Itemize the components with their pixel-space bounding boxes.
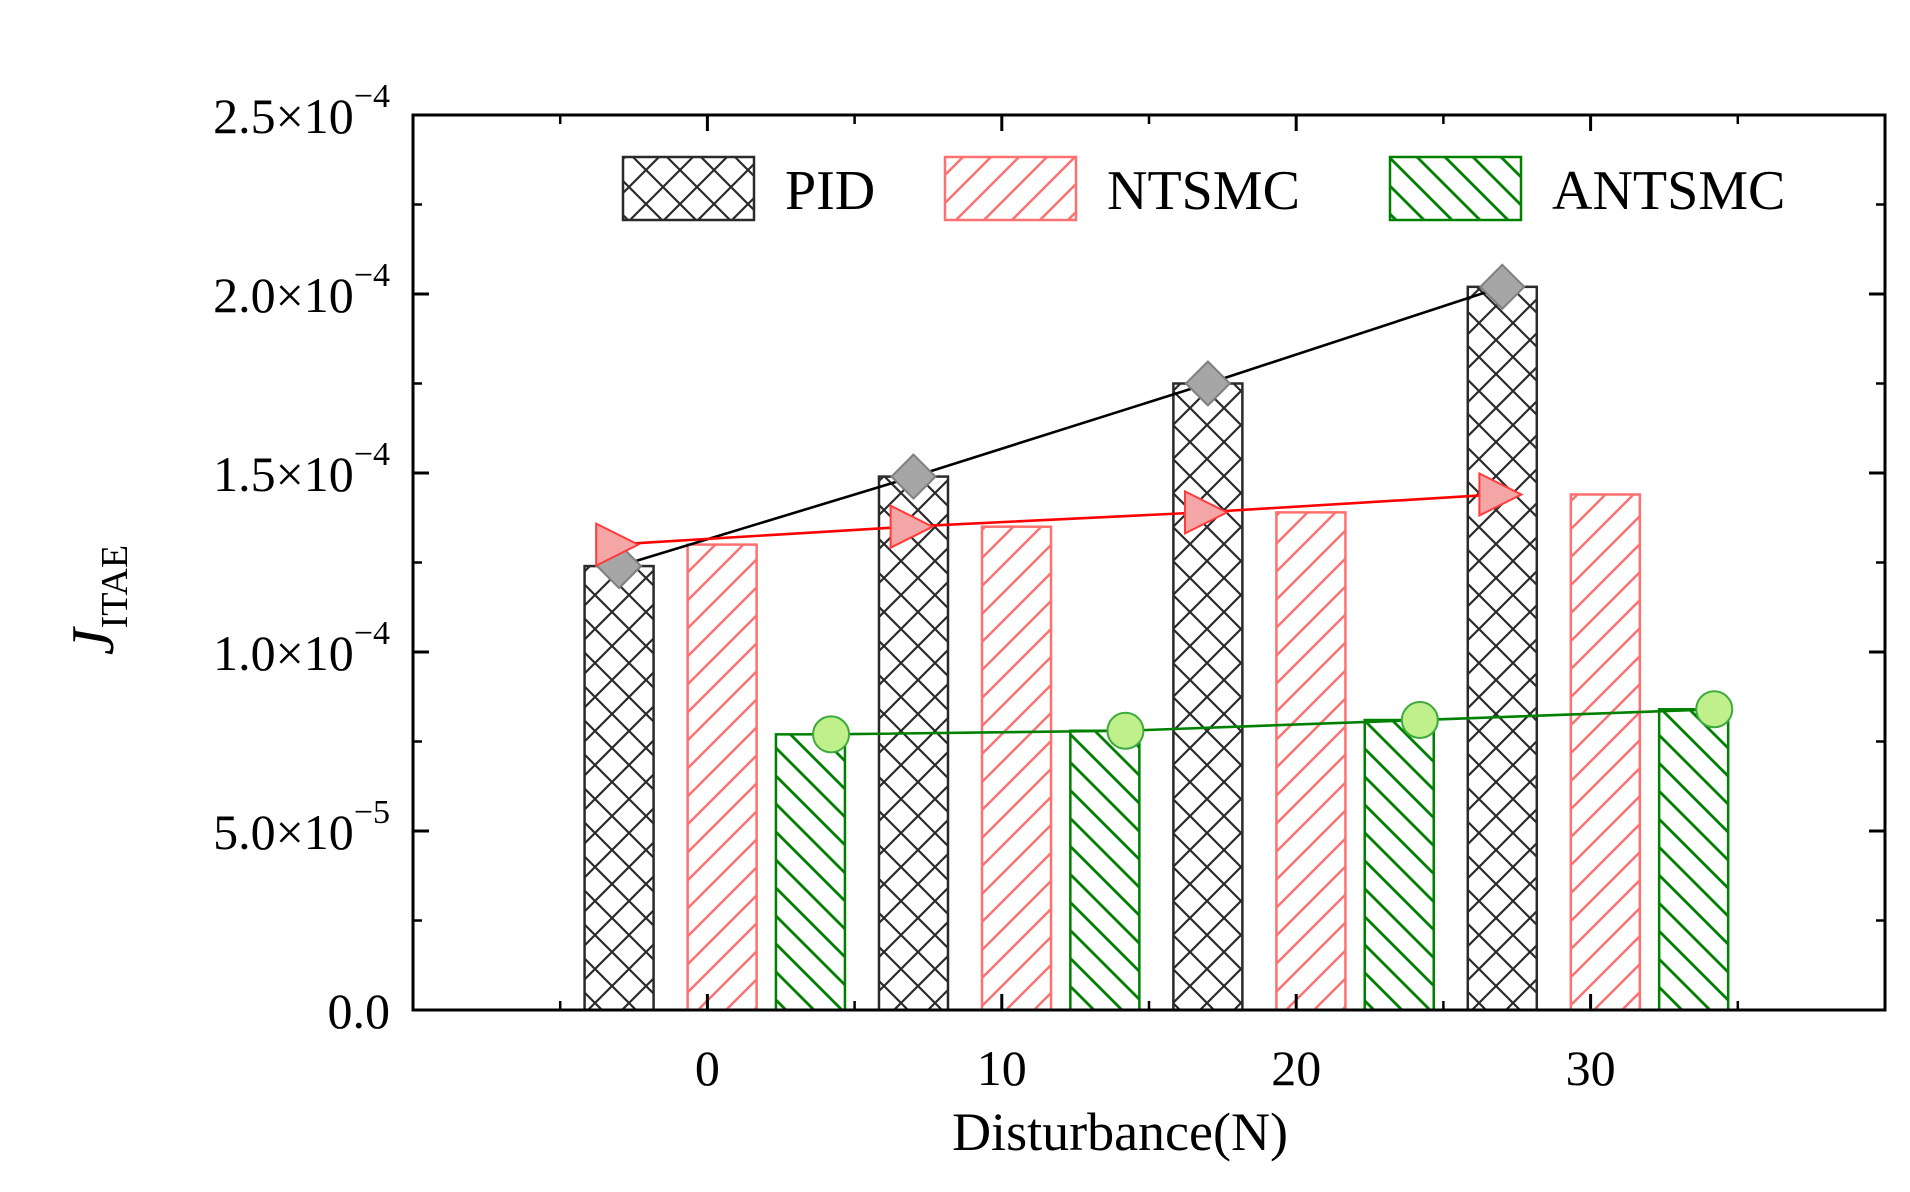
- y-tick-exponent: −4: [354, 615, 390, 652]
- plot-frame: [411, 113, 1887, 1012]
- line-pid: [618, 285, 1503, 568]
- y-axis-title-sub: ITAE: [94, 545, 136, 628]
- y-tick-exponent: −4: [354, 257, 390, 294]
- y-tick-exponent: −4: [354, 78, 390, 115]
- legend-swatch-antsmc: [1388, 155, 1523, 222]
- legend-swatch-ntsmc: [943, 155, 1078, 222]
- x-tick-label: 10: [977, 1040, 1027, 1096]
- line-antsmc: [831, 707, 1715, 736]
- marker-ntsmc-10: [889, 504, 935, 550]
- x-tick-label: 0: [695, 1040, 720, 1096]
- legend-swatch-pid: [621, 155, 756, 222]
- y-tick-mantissa: 0.0: [328, 983, 391, 1039]
- y-tick-label: 2.5×10−4: [213, 78, 390, 144]
- bar-ntsmc-20: [1275, 511, 1347, 1012]
- bar-pid-20: [1172, 382, 1244, 1012]
- legend-label-antsmc: ANTSMC: [1552, 160, 1785, 222]
- legend-label-ntsmc: NTSMC: [1107, 160, 1300, 222]
- y-tick-mantissa: 1.5×10: [213, 446, 354, 502]
- legend-label-pid: PID: [785, 160, 875, 222]
- marker-antsmc-30: [1695, 690, 1734, 729]
- bar-ntsmc-10: [980, 525, 1053, 1012]
- bars-layer: [583, 285, 1730, 1012]
- marker-pid-30: [1478, 263, 1526, 311]
- y-tick-exponent: −5: [354, 794, 390, 831]
- bar-antsmc-30: [1657, 708, 1730, 1012]
- y-tick-exponent: −4: [354, 436, 390, 473]
- legend: PID NTSMC ANTSMC: [621, 155, 1785, 222]
- line-ntsmc: [613, 493, 1497, 546]
- marker-ntsmc-0: [595, 521, 641, 568]
- marker-ntsmc-20: [1183, 489, 1230, 535]
- x-axis-title: Disturbance(N): [952, 1102, 1288, 1162]
- x-tick-label: 20: [1271, 1040, 1321, 1096]
- markers-layer: [595, 263, 1734, 754]
- y-tick-label: 1.5×10−4: [213, 436, 390, 502]
- y-axis-title: JITAE: [60, 545, 136, 655]
- y-tick-label: 0.0: [328, 983, 391, 1039]
- marker-antsmc-10: [1106, 711, 1145, 750]
- bar-ntsmc-30: [1569, 493, 1642, 1012]
- y-tick-mantissa: 5.0×10: [213, 804, 354, 860]
- bar-pid-30: [1466, 285, 1539, 1012]
- ticks-layer: 0.05.0×10−51.0×10−41.5×10−42.0×10−42.5×1…: [213, 78, 1885, 1096]
- bar-ntsmc-0: [686, 543, 758, 1012]
- marker-ntsmc-30: [1478, 471, 1524, 518]
- bar-antsmc-10: [1069, 729, 1141, 1012]
- y-tick-label: 5.0×10−5: [213, 794, 390, 860]
- y-tick-mantissa: 2.0×10: [213, 267, 354, 323]
- marker-antsmc-0: [812, 715, 851, 754]
- bar-pid-0: [583, 564, 655, 1012]
- y-tick-label: 1.0×10−4: [213, 615, 390, 681]
- bar-antsmc-0: [774, 733, 847, 1012]
- y-tick-mantissa: 2.5×10: [213, 88, 354, 144]
- y-axis-title-main: J: [60, 626, 126, 655]
- bar-antsmc-20: [1363, 718, 1435, 1012]
- y-tick-mantissa: 1.0×10: [213, 625, 354, 681]
- marker-antsmc-20: [1400, 701, 1439, 740]
- y-tick-label: 2.0×10−4: [213, 257, 390, 323]
- lines-layer: [613, 285, 1715, 736]
- x-tick-label: 30: [1566, 1040, 1616, 1096]
- marker-pid-10: [890, 453, 937, 500]
- marker-pid-20: [1184, 360, 1232, 407]
- bar-pid-10: [877, 475, 950, 1012]
